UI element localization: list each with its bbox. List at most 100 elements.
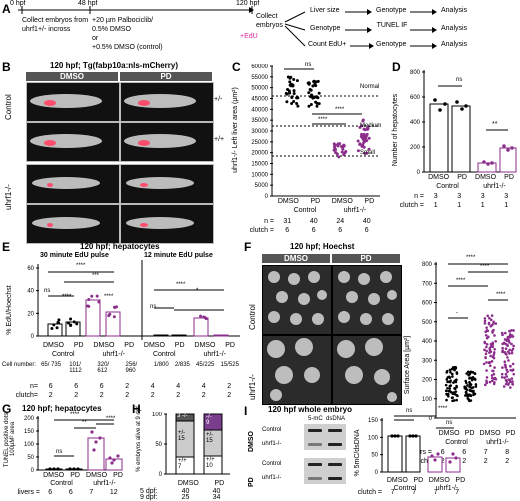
timepoint-48: 48 hpf: [78, 0, 98, 7]
c-point: [358, 125, 362, 129]
f-point: [452, 381, 455, 384]
chart-g: 200 150 100 50 0: [24, 416, 123, 474]
f-point: [484, 352, 488, 356]
step-collect: Collect embryos: [256, 13, 283, 29]
c-ytick: 5000: [255, 183, 269, 189]
c-n-row: n = 31 40 24 40: [264, 218, 371, 225]
i-row-1: Control: [262, 427, 282, 433]
c-point: [295, 79, 299, 83]
f-point: [511, 382, 514, 386]
h-9dpf-row: 9 dpf: 25 34: [140, 494, 221, 501]
d-ytick: 400: [410, 120, 421, 126]
f-point: [466, 397, 470, 400]
e-point: [87, 297, 91, 301]
c-point: [335, 152, 339, 156]
f-header-pd: PD: [332, 254, 400, 263]
wf1-c: Analysis: [441, 7, 468, 14]
c-ytick: 20000: [251, 151, 268, 157]
h-dmso-het: +/- 15: [178, 430, 186, 442]
g-categories: DMSO PD DMSO PD: [43, 472, 123, 479]
e-sig-4: ****: [62, 294, 72, 300]
wf3-a: Count EdU+: [308, 41, 347, 48]
f-point: [503, 360, 507, 364]
e-point: [113, 305, 117, 309]
e-ytick: 40: [27, 289, 34, 295]
e-point: [199, 314, 203, 318]
c-point: [367, 136, 371, 140]
f-point: [488, 351, 491, 354]
f-ytick: 0: [429, 416, 433, 422]
timepoint-120: 120 hpf: [236, 0, 260, 7]
f-point: [468, 388, 471, 392]
c-point: [292, 91, 296, 95]
f-point: [493, 351, 496, 354]
g-sig-3: ****: [106, 416, 116, 422]
f-point: [492, 320, 495, 324]
c-ytick: 0: [265, 194, 269, 200]
panel-letter-d: D: [392, 60, 401, 74]
e-sig-7: *: [196, 288, 199, 294]
c-point: [360, 132, 364, 136]
c-ytick: 25000: [251, 140, 268, 146]
c-medium: Medium: [360, 123, 382, 129]
c-point: [358, 142, 362, 146]
e-sig-5: ****: [104, 294, 114, 300]
i-ytick: 150: [368, 418, 379, 424]
f-point: [451, 399, 454, 403]
i-sig-ns: ns: [406, 408, 413, 414]
fish-illustrations: [30, 94, 196, 229]
f-point: [483, 322, 487, 325]
e-bar: [85, 299, 101, 337]
f-point: [450, 367, 454, 371]
d-ytick: 200: [410, 145, 421, 151]
f-point: [448, 380, 452, 384]
f-point: [468, 372, 472, 376]
f-point: [454, 390, 458, 393]
timepoint-0: 0 hpf: [10, 0, 26, 7]
f-point: [483, 340, 486, 344]
f-point: [471, 386, 475, 389]
i-group-pd: PD: [248, 477, 255, 487]
f-point: [456, 394, 459, 398]
f-point: [507, 382, 510, 386]
step-treatment: +20 µm Palbociclib/0.5% DMSO or +0.5% DMS…: [92, 17, 163, 51]
e-point: [97, 300, 101, 304]
f-point: [482, 362, 486, 366]
f-point: [453, 392, 457, 396]
b-header-pd: PD: [120, 72, 212, 81]
c-point: [292, 89, 296, 93]
f-point: [473, 372, 477, 375]
e-point: [95, 294, 99, 298]
f-point: [490, 359, 494, 363]
c-point: [308, 95, 312, 99]
e-ylabel: % EdU/Hoechst: [6, 285, 13, 335]
f-point: [503, 338, 507, 341]
panel-letter-f: F: [244, 240, 252, 254]
f-point: [491, 369, 494, 373]
f-sig-5: ****: [496, 292, 506, 298]
e-point: [86, 304, 90, 308]
f-point: [493, 376, 497, 380]
chart-d: 800 600 400 200 0: [410, 70, 517, 176]
panel-g-title: 120 hpf; hepatocytes: [22, 404, 102, 413]
panel-i-title: 120 hpf whole embryo: [268, 405, 353, 414]
f-ytick: 300: [422, 358, 433, 364]
f-point: [467, 394, 471, 397]
c-ytick: 30000: [251, 129, 268, 135]
f-point: [508, 352, 511, 355]
wf2-a: Genotype: [310, 25, 341, 32]
f-point: [489, 318, 493, 322]
c-point: [360, 144, 364, 148]
c-point: [311, 96, 315, 100]
e-bar: [193, 317, 209, 337]
f-point: [511, 335, 515, 338]
c-point: [362, 127, 366, 131]
f-point: [508, 348, 512, 352]
f-point: [504, 372, 508, 376]
b-row-control: Control: [4, 94, 13, 120]
e-bar: [171, 334, 187, 337]
f-point: [485, 349, 489, 353]
h-ylabel: % embryos alive at 9 dpf: [136, 406, 142, 472]
